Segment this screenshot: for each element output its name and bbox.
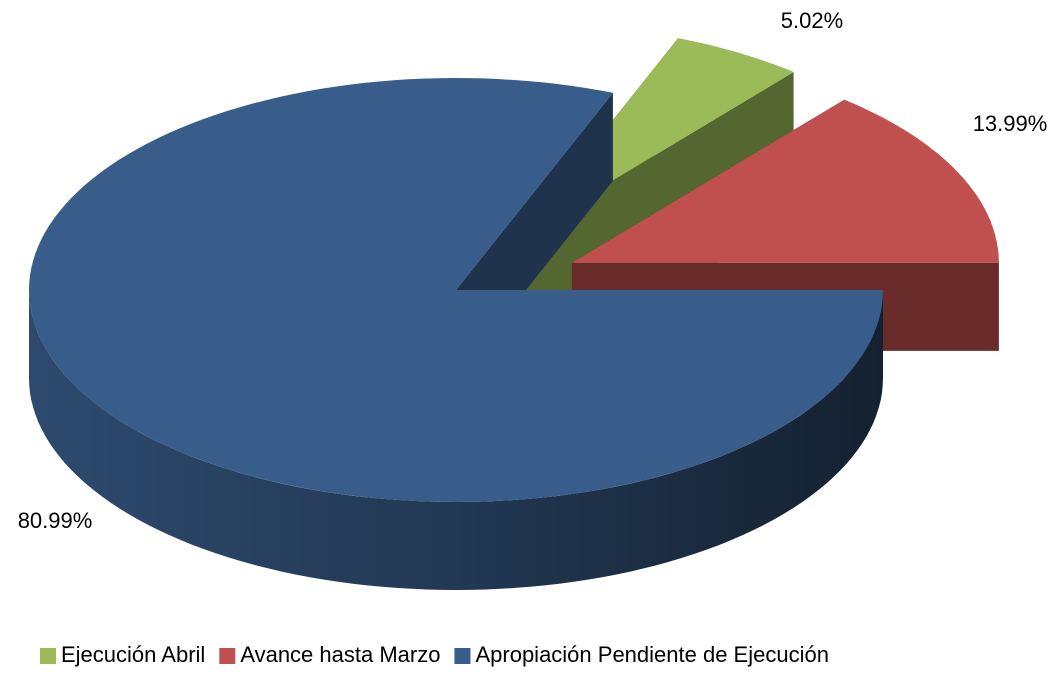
legend-swatch [454,648,471,664]
legend-label: Avance hasta Marzo [240,642,440,667]
legend-label: Ejecución Abril [61,642,205,667]
legend-label: Apropiación Pendiente de Ejecución [475,642,828,667]
slice [29,78,883,502]
data-label: 13.99% [973,111,1048,136]
legend-swatch [219,648,236,664]
slice [571,99,999,263]
data-label: 80.99% [18,508,93,533]
data-label: 5.02% [781,8,843,33]
slice-wall [29,290,883,590]
legend-swatch [40,648,56,664]
